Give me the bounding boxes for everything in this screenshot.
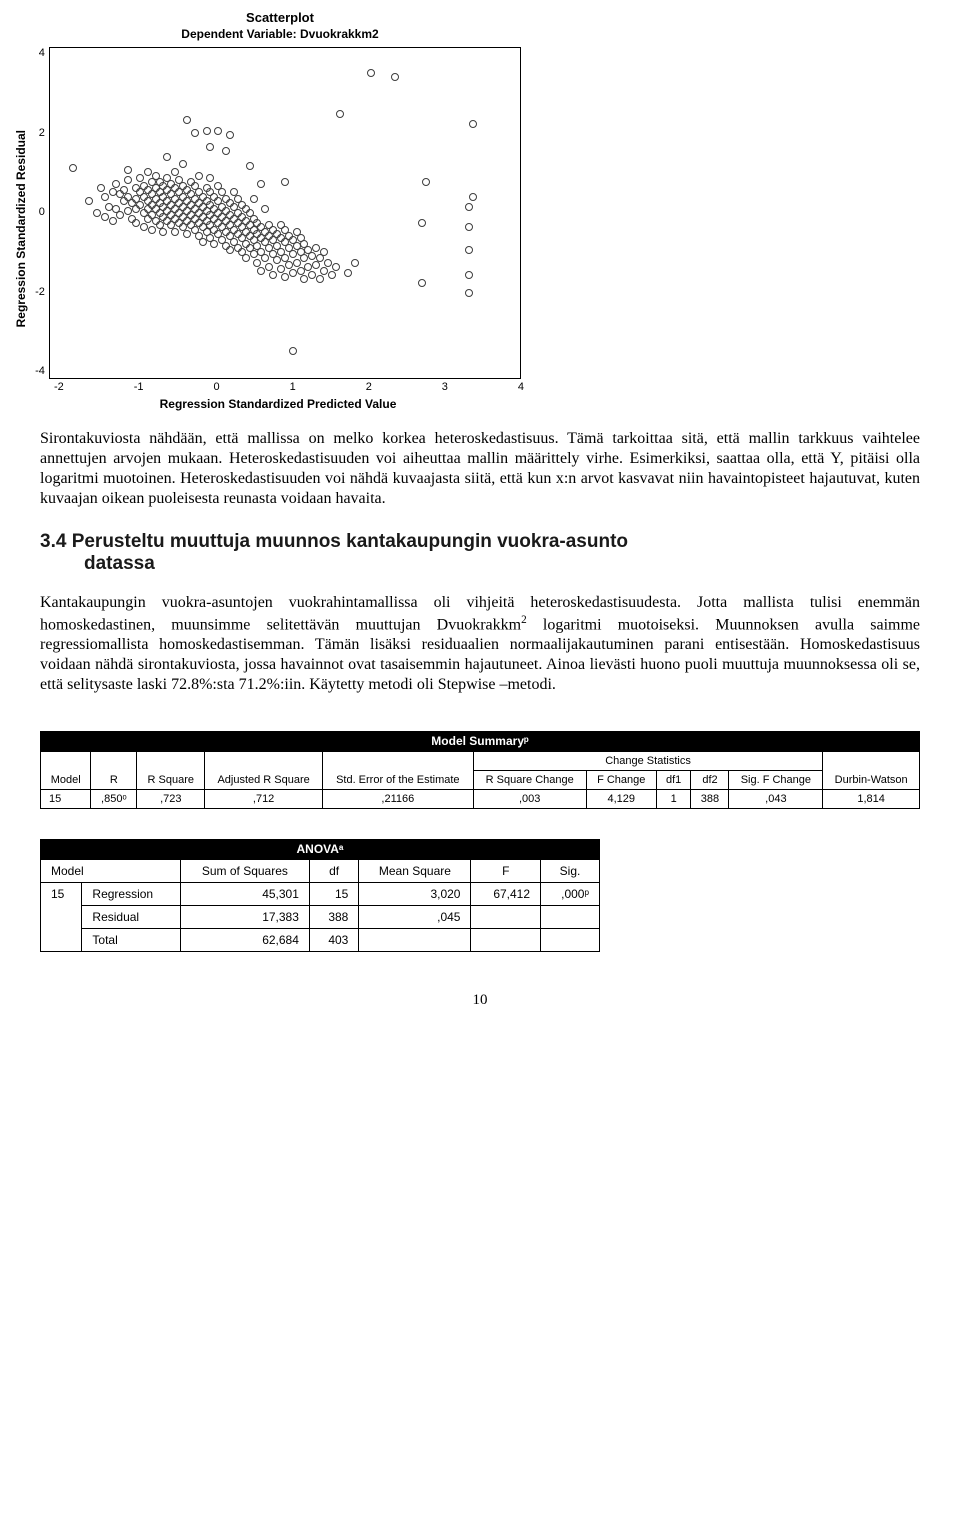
scatter-y-ticks: 420-2-4 bbox=[35, 47, 49, 377]
scatterplot-figure: Scatterplot Dependent Variable: Dvuokrak… bbox=[10, 10, 550, 411]
table-row: Residual 17,383 388 ,045 bbox=[41, 906, 600, 929]
anova-table: ANOVAᵃ Model Sum of Squares df Mean Squa… bbox=[40, 839, 600, 952]
scatter-plot-area bbox=[49, 47, 521, 379]
page-number: 10 bbox=[0, 992, 960, 1029]
scatter-title: Scatterplot bbox=[10, 10, 550, 25]
table-row: Total 62,684 403 bbox=[41, 929, 600, 952]
scatter-y-label: Regression Standardized Residual bbox=[10, 130, 32, 327]
heading-3-4: 3.4 Perusteltu muuttuja muunnos kantakau… bbox=[40, 531, 920, 575]
model-summary-title: Model Summaryᵖ bbox=[40, 731, 920, 751]
scatter-x-ticks: -2-101234 bbox=[54, 379, 524, 393]
scatter-subtitle: Dependent Variable: Dvuokrakkm2 bbox=[10, 27, 550, 41]
paragraph-2: Kantakaupungin vuokra-asuntojen vuokrahi… bbox=[40, 593, 920, 695]
table-row: 15 ,850ᵒ ,723 ,712 ,21166 ,003 4,129 1 3… bbox=[41, 790, 920, 809]
model-summary-table: Model Summaryᵖ Model R R Square Adjusted… bbox=[40, 731, 920, 809]
paragraph-1: Sirontakuviosta nähdään, että mallissa o… bbox=[40, 429, 920, 509]
scatter-x-label: Regression Standardized Predicted Value bbox=[160, 397, 397, 411]
anova-title: ANOVAᵃ bbox=[40, 839, 600, 859]
table-row: 15 Regression 45,301 15 3,020 67,412 ,00… bbox=[41, 883, 600, 906]
